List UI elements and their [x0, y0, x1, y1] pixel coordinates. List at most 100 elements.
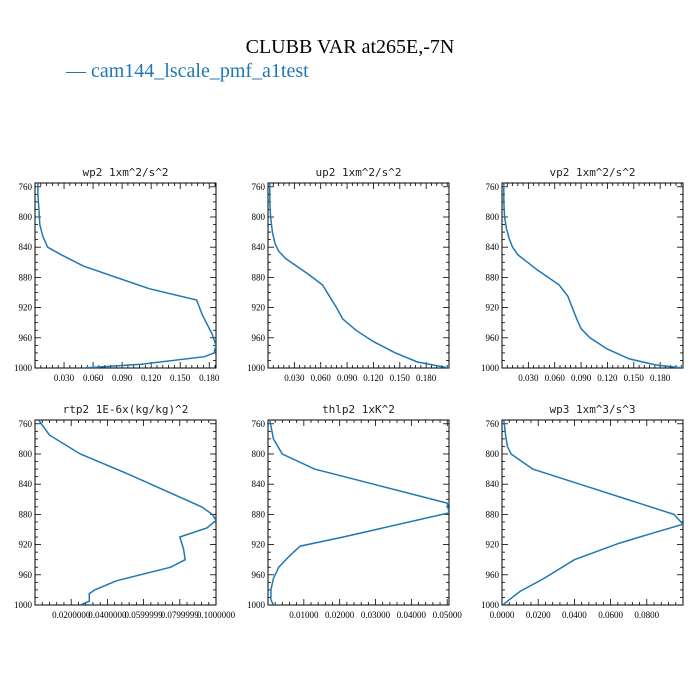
- x-tick-label: 0.03000: [361, 610, 391, 620]
- x-tick-label: 0.150: [390, 373, 411, 383]
- x-tick-label: 0.01000: [289, 610, 319, 620]
- x-tick-label: 0.05000: [433, 610, 463, 620]
- panel-3: vp2 1xm^2/s^2 760 800 840 880 920 960 1000 0.030…: [481, 166, 684, 383]
- plot-frame: [34, 182, 217, 369]
- x-tick-label: 0.090: [112, 373, 133, 383]
- y-tick-label: 840: [252, 479, 266, 489]
- y-tick-label: 800: [486, 449, 500, 459]
- y-tick-label: 1000: [481, 363, 500, 373]
- panel-4: rtp2 1E-6x(kg/kg)^2 760 800 840 880 920 960 100…: [14, 403, 236, 620]
- x-tick-label: 0.0600: [598, 610, 623, 620]
- y-tick-label: 1000: [14, 600, 33, 610]
- panel-6: wp3 1xm^3/s^3 760 800 840 880 920 960 10000.000…: [481, 403, 684, 620]
- series-line: [502, 420, 683, 605]
- x-tick-label: 0.0799999: [161, 610, 200, 620]
- y-tick-label: 840: [19, 242, 33, 252]
- x-tick-label: 0.0400: [562, 610, 587, 620]
- y-tick-label: 1000: [247, 600, 266, 610]
- series-line: [269, 183, 449, 368]
- plot-frame: [267, 419, 450, 606]
- y-tick-label: 800: [19, 212, 33, 222]
- series-line: [269, 420, 449, 605]
- x-tick-label: 0.120: [597, 373, 618, 383]
- x-tick-label: 0.090: [337, 373, 358, 383]
- y-tick-label: 880: [252, 509, 266, 519]
- x-tick-label: 0.180: [416, 373, 437, 383]
- y-tick-label: 880: [19, 509, 33, 519]
- x-tick-label: 0.120: [141, 373, 162, 383]
- y-tick-label: 760: [486, 182, 500, 192]
- plot-frame: [34, 419, 217, 606]
- x-tick-label: 0.1000000: [197, 610, 236, 620]
- y-tick-label: 760: [19, 419, 33, 429]
- x-tick-label: 0.0400000: [88, 610, 127, 620]
- y-tick-label: 960: [486, 333, 500, 343]
- x-tick-label: 0.090: [571, 373, 592, 383]
- y-tick-label: 760: [19, 182, 33, 192]
- plot-frame: [501, 419, 684, 606]
- x-tick-label: 0.150: [624, 373, 645, 383]
- y-tick-label: 800: [252, 212, 266, 222]
- y-tick-label: 880: [486, 272, 500, 282]
- x-tick-label: 0.04000: [397, 610, 427, 620]
- panel-title: wp3 1xm^3/s^3: [549, 403, 635, 416]
- y-tick-label: 1000: [481, 600, 500, 610]
- x-tick-label: 0.0200: [526, 610, 551, 620]
- panel-title: wp2 1xm^2/s^2: [82, 166, 168, 179]
- y-tick-label: 960: [252, 570, 266, 580]
- panel-2: up2 1xm^2/s^2 760 800 840 880 920 960 1000 0.030…: [247, 166, 450, 383]
- y-tick-label: 840: [486, 479, 500, 489]
- x-tick-label: 0.0800: [634, 610, 659, 620]
- panel-5: thlp2 1xK^2 760 800 840 880 920 960 1000 0.01000…: [247, 403, 462, 620]
- x-tick-label: 0.030: [54, 373, 75, 383]
- y-tick-label: 840: [19, 479, 33, 489]
- y-tick-label: 1000: [247, 363, 266, 373]
- y-tick-label: 840: [486, 242, 500, 252]
- x-tick-label: 0.0000: [490, 610, 515, 620]
- panel-title: up2 1xm^2/s^2: [315, 166, 401, 179]
- y-tick-label: 800: [252, 449, 266, 459]
- y-tick-label: 760: [252, 182, 266, 192]
- panel-title: vp2 1xm^2/s^2: [549, 166, 635, 179]
- x-tick-label: 0.02000: [325, 610, 355, 620]
- y-tick-label: 880: [252, 272, 266, 282]
- x-tick-label: 0.060: [83, 373, 104, 383]
- figure-title: CLUBB VAR at265E,-7N: [245, 36, 455, 58]
- y-tick-label: 760: [486, 419, 500, 429]
- x-tick-label: 0.030: [284, 373, 305, 383]
- y-tick-label: 920: [252, 303, 266, 313]
- y-tick-label: 960: [19, 333, 33, 343]
- series-line: [37, 420, 216, 605]
- y-tick-label: 920: [252, 540, 266, 550]
- y-tick-label: 800: [486, 212, 500, 222]
- panel-title: thlp2 1xK^2: [322, 403, 395, 416]
- y-tick-label: 800: [19, 449, 33, 459]
- x-tick-label: 0.180: [650, 373, 671, 383]
- y-tick-label: 880: [486, 509, 500, 519]
- x-tick-label: 0.060: [545, 373, 566, 383]
- y-tick-label: 920: [19, 540, 33, 550]
- x-tick-label: 0.150: [170, 373, 191, 383]
- x-tick-label: 0.120: [363, 373, 384, 383]
- plot-frame: [267, 182, 450, 369]
- panel-title: rtp2 1E-6x(kg/kg)^2: [63, 403, 189, 416]
- x-tick-label: 0.0599999: [124, 610, 163, 620]
- y-tick-label: 960: [19, 570, 33, 580]
- y-tick-label: 960: [252, 333, 266, 343]
- series-line: [503, 183, 683, 368]
- x-tick-label: 0.0200000: [52, 610, 91, 620]
- y-tick-label: 880: [19, 272, 33, 282]
- y-tick-label: 920: [486, 303, 500, 313]
- y-tick-label: 840: [252, 242, 266, 252]
- x-tick-label: 0.030: [518, 373, 539, 383]
- y-tick-label: 920: [19, 303, 33, 313]
- x-tick-label: 0.180: [199, 373, 220, 383]
- x-tick-label: 0.060: [311, 373, 332, 383]
- plot-frame: [501, 182, 684, 369]
- legend-entry: — cam144_lscale_pmf_a1test: [66, 60, 309, 82]
- y-tick-label: 1000: [14, 363, 33, 373]
- y-tick-label: 960: [486, 570, 500, 580]
- panel-1: wp2 1xm^2/s^2 760 800 840 880 920 960 1000 0.030…: [14, 166, 220, 383]
- y-tick-label: 760: [252, 419, 266, 429]
